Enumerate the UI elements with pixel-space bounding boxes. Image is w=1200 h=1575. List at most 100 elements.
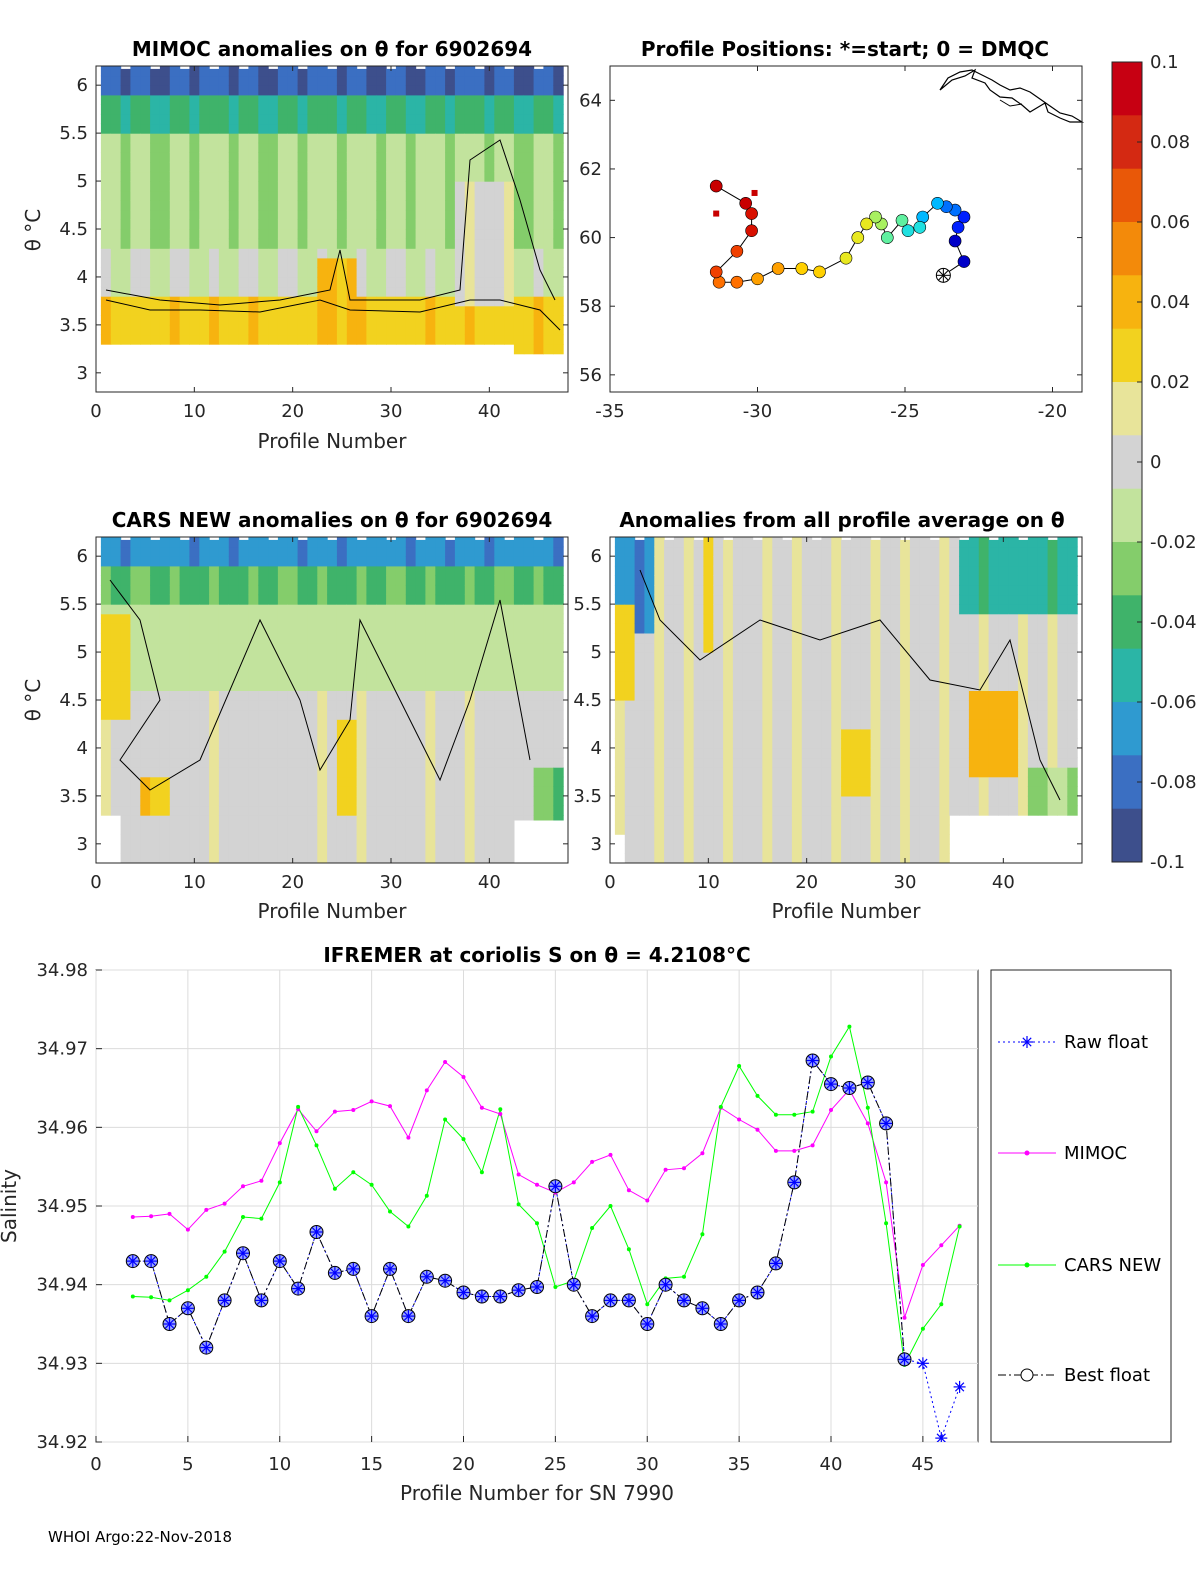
- cars-point: [351, 1170, 356, 1175]
- heat-cell: [140, 123, 151, 134]
- heat-cell: [850, 556, 862, 567]
- heat-cell: [553, 652, 564, 663]
- heat-cell: [386, 229, 397, 240]
- heat-cell: [919, 834, 931, 845]
- heat-cell: [624, 853, 636, 863]
- heat-cell: [140, 276, 151, 288]
- heat-cell: [258, 834, 269, 845]
- heat-cell: [405, 709, 417, 720]
- heat-cell: [782, 584, 793, 596]
- heat-cell: [425, 690, 436, 701]
- heat-cell: [346, 133, 358, 144]
- heat-cell: [484, 286, 495, 297]
- heat-cell: [189, 276, 200, 288]
- heat-cell: [929, 738, 940, 749]
- heat-cell: [900, 709, 911, 720]
- heat-cell: [523, 209, 535, 220]
- heat-cell: [464, 565, 476, 576]
- heat-cell: [494, 786, 505, 797]
- heat-cell: [307, 623, 318, 634]
- heat-cell: [850, 776, 862, 787]
- heat-cell: [821, 815, 832, 826]
- heat-cell: [336, 661, 348, 672]
- heat-cell: [277, 209, 289, 220]
- heat-cell: [228, 853, 240, 863]
- heat-cell: [880, 834, 891, 845]
- heat-cell: [919, 776, 931, 787]
- heat-cell: [238, 334, 249, 345]
- heat-cell: [268, 546, 279, 557]
- heat-cell: [673, 747, 685, 759]
- heat-cell: [317, 709, 328, 720]
- heat-cell: [199, 815, 210, 826]
- heat-cell: [703, 565, 714, 576]
- heat-cell: [831, 584, 842, 596]
- heat-cell: [356, 652, 367, 663]
- heat-cell: [474, 248, 485, 259]
- heat-cell: [140, 584, 151, 596]
- heat-cell: [386, 276, 397, 288]
- heat-cell: [425, 824, 436, 835]
- heat-cell: [523, 200, 535, 211]
- heat-cell: [169, 642, 181, 653]
- heat-cell: [395, 546, 407, 557]
- heat-cell: [523, 94, 535, 105]
- heat-cell: [395, 728, 407, 739]
- heat-cell: [336, 786, 348, 797]
- heat-cell: [238, 767, 249, 778]
- heat-cell: [693, 652, 704, 663]
- heat-cell: [287, 123, 299, 134]
- heat-cell: [238, 834, 249, 845]
- heat-cell: [464, 747, 476, 759]
- profile-position-marker: [745, 224, 758, 237]
- heat-cell: [130, 642, 141, 653]
- heat-cell: [939, 594, 950, 605]
- heat-cell: [297, 161, 308, 173]
- heat-cell: [277, 546, 289, 557]
- heat-cell: [425, 133, 436, 144]
- heat-cell: [395, 200, 407, 211]
- heat-cell: [553, 632, 564, 644]
- heat-cell: [346, 719, 358, 730]
- heat-cell: [199, 181, 210, 192]
- heat-cell: [130, 85, 141, 96]
- heat-cell: [179, 75, 190, 86]
- cars-point: [498, 1107, 503, 1112]
- heat-cell: [415, 805, 426, 816]
- heat-cell: [287, 767, 299, 778]
- heat-cell: [159, 75, 171, 86]
- heat-cell: [484, 133, 495, 144]
- heat-cell: [801, 834, 813, 845]
- heat-cell: [366, 613, 377, 624]
- heat-cell: [723, 671, 734, 682]
- heat-cell: [189, 632, 200, 644]
- heat-cell: [445, 767, 456, 778]
- heat-cell: [683, 632, 695, 644]
- heat-cell: [880, 604, 891, 615]
- heat-cell: [179, 296, 190, 307]
- heat-cell: [327, 700, 338, 711]
- heat-cell: [415, 104, 426, 115]
- heat-cell: [553, 75, 564, 86]
- heat-cell: [209, 181, 220, 192]
- heat-cell: [821, 738, 832, 749]
- heat-cell: [287, 334, 299, 345]
- heat-cell: [425, 652, 436, 663]
- heat-cell: [425, 305, 436, 316]
- heat-cell: [543, 652, 554, 663]
- heat-cell: [130, 747, 141, 759]
- heat-cell: [405, 123, 417, 134]
- heat-cell: [415, 594, 426, 605]
- heat-cell: [425, 565, 436, 576]
- heat-cell: [150, 68, 161, 77]
- heat-cell: [297, 113, 308, 125]
- heat-cell: [949, 776, 960, 787]
- heat-cell: [150, 286, 161, 297]
- heat-cell: [919, 604, 931, 615]
- heat-cell: [683, 623, 695, 634]
- heat-cell: [179, 642, 190, 653]
- heat-cell: [890, 834, 901, 845]
- heat-cell: [376, 700, 387, 711]
- heat-cell: [386, 767, 397, 778]
- heat-cell: [474, 171, 485, 182]
